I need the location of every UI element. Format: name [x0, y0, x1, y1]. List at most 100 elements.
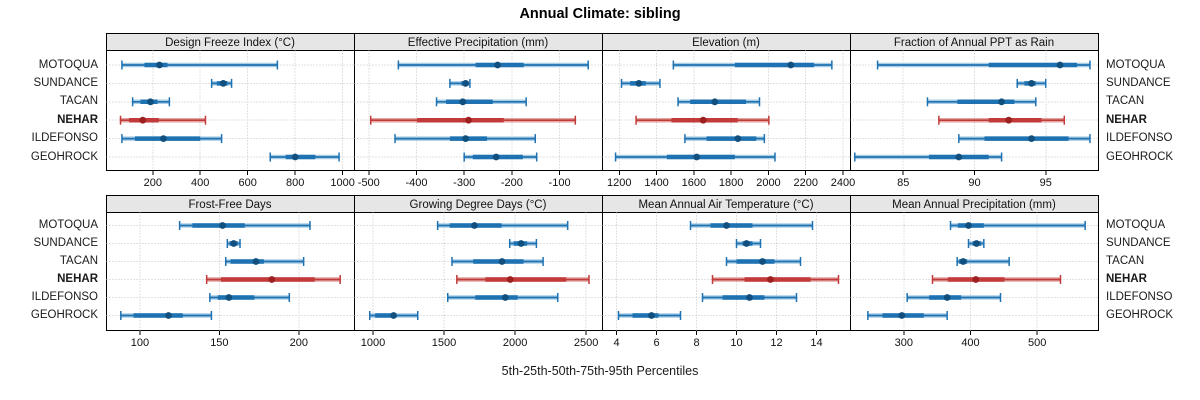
- axis-tick-label: 95: [1040, 177, 1052, 189]
- site-label-right-tacan: TACAN: [1106, 95, 1145, 108]
- median-dot: [972, 276, 980, 283]
- percentile-row-motoqua: [949, 221, 1086, 230]
- panel-elevation-m: Elevation (m) 1200 1400 1600 1800 2000 2200 240…: [602, 33, 855, 189]
- percentile-row-nehar: [119, 115, 207, 125]
- percentile-row-nehar: [711, 275, 840, 284]
- percentile-row-tacan: [725, 257, 802, 266]
- axis-tick-label: 2000: [756, 177, 780, 189]
- percentile-row-motoqua: [121, 60, 279, 70]
- panel-mean-annual-precipitation-mm: Mean Annual Precipitation (mm) 300 400 500: [850, 195, 1099, 349]
- median-dot: [462, 80, 470, 87]
- median-dot: [734, 135, 742, 142]
- percentile-row-nehar: [205, 275, 341, 284]
- median-dot: [759, 258, 766, 265]
- median-dot: [219, 80, 227, 87]
- percentile-row-sundance: [1016, 78, 1047, 88]
- percentile-row-ildefonso: [958, 134, 1091, 144]
- axis-tick-label: 200: [144, 177, 162, 189]
- site-label-right-tacan: TACAN: [1106, 255, 1145, 267]
- percentile-row-sundance: [735, 239, 762, 248]
- percentile-row-geohrock: [269, 152, 340, 162]
- percentile-row-tacan: [131, 97, 171, 107]
- axis-tick-label: 8: [693, 337, 699, 349]
- percentile-row-sundance: [210, 78, 233, 88]
- panel-mean-annual-air-temperature-c: Mean Annual Air Temperature (°C) 4 6 8 10 12 1…: [602, 195, 851, 349]
- axis-tick-label: 4: [613, 337, 619, 349]
- axis-tick-label: 400: [961, 337, 979, 349]
- percentile-row-geohrock: [120, 311, 213, 320]
- plot-area: [602, 212, 851, 331]
- median-dot: [973, 240, 980, 247]
- plot-area: [354, 212, 603, 331]
- median-dot: [693, 153, 701, 161]
- percentile-row-geohrock: [617, 311, 682, 320]
- median-dot: [390, 312, 397, 319]
- axis-tick-label: 90: [968, 177, 980, 189]
- median-dot: [517, 240, 525, 247]
- median-dot: [160, 135, 167, 142]
- percentile-row-ildefonso: [701, 293, 798, 302]
- axis-tick-label: 85: [897, 177, 909, 189]
- axis-tick-label: 800: [286, 177, 304, 189]
- percentile-row-ildefonso: [446, 293, 559, 302]
- axis-tick-label: 1400: [644, 177, 668, 189]
- percentile-row-tacan: [451, 257, 544, 266]
- axis-tick-label: 600: [239, 177, 257, 189]
- percentile-row-ildefonso: [906, 293, 1002, 302]
- median-dot: [494, 61, 501, 69]
- median-dot: [898, 312, 906, 319]
- median-dot: [291, 153, 299, 161]
- axis-tick-label: 10: [730, 337, 742, 349]
- percentile-row-geohrock: [614, 152, 776, 162]
- axis-tick-label: 1200: [607, 177, 631, 189]
- percentile-row-tacan: [224, 257, 305, 266]
- median-dot: [1028, 80, 1035, 87]
- median-dot: [998, 98, 1005, 106]
- axis-tick-label: 12: [770, 337, 782, 349]
- percentile-row-sundance: [449, 78, 471, 88]
- site-label-left-sundance: SUNDANCE: [33, 76, 98, 89]
- panel-strip-title: Growing Degree Days (°C): [410, 199, 547, 211]
- panel-strip-title: Mean Annual Precipitation (mm): [892, 199, 1056, 211]
- median-dot: [711, 98, 719, 106]
- axis-tick-label: 500: [1028, 337, 1046, 349]
- percentile-row-tacan: [956, 257, 1010, 266]
- median-dot: [743, 240, 750, 247]
- median-dot: [1056, 61, 1064, 69]
- percentile-row-geohrock: [368, 311, 419, 320]
- site-label-right-ildefonso: ILDEFONSO: [1106, 291, 1173, 303]
- median-dot: [268, 276, 276, 283]
- percentile-row-geohrock: [463, 152, 538, 162]
- panel-strip-title: Elevation (m): [692, 37, 760, 49]
- axis-tick-label: 1000: [330, 177, 354, 189]
- site-label-right-sundance: SUNDANCE: [1106, 76, 1171, 89]
- percentile-row-sundance: [226, 239, 241, 248]
- plot-area: [106, 212, 355, 331]
- median-dot: [635, 80, 643, 87]
- percentile-row-tacan: [926, 97, 1037, 107]
- median-dot: [462, 135, 470, 142]
- percentile-row-nehar: [456, 275, 590, 284]
- site-label-right-motoqua: MOTOQUA: [1106, 58, 1166, 71]
- median-dot: [746, 294, 753, 301]
- site-label-left-nehar: NEHAR: [57, 273, 98, 285]
- median-dot: [230, 240, 238, 247]
- median-dot: [699, 116, 707, 124]
- median-dot: [498, 258, 506, 265]
- panel-design-freeze-index-c: Design Freeze Index (°C) 200 400 600 800 1000: [106, 33, 355, 189]
- median-dot: [225, 294, 233, 301]
- median-dot: [219, 222, 226, 229]
- site-label-left-nehar: NEHAR: [57, 113, 98, 126]
- percentile-row-motoqua: [436, 221, 569, 230]
- percentile-row-sundance: [967, 239, 985, 248]
- median-dot: [156, 61, 163, 69]
- median-dot: [723, 222, 730, 229]
- percentile-row-ildefonso: [684, 134, 766, 144]
- site-label-left-sundance: SUNDANCE: [33, 237, 98, 249]
- panel-strip-title: Design Freeze Index (°C): [165, 37, 295, 49]
- site-label-right-nehar: NEHAR: [1106, 113, 1147, 126]
- percentile-row-ildefonso: [394, 134, 537, 144]
- median-dot: [1028, 135, 1035, 142]
- median-dot: [1005, 116, 1013, 124]
- percentile-row-sundance: [508, 239, 538, 248]
